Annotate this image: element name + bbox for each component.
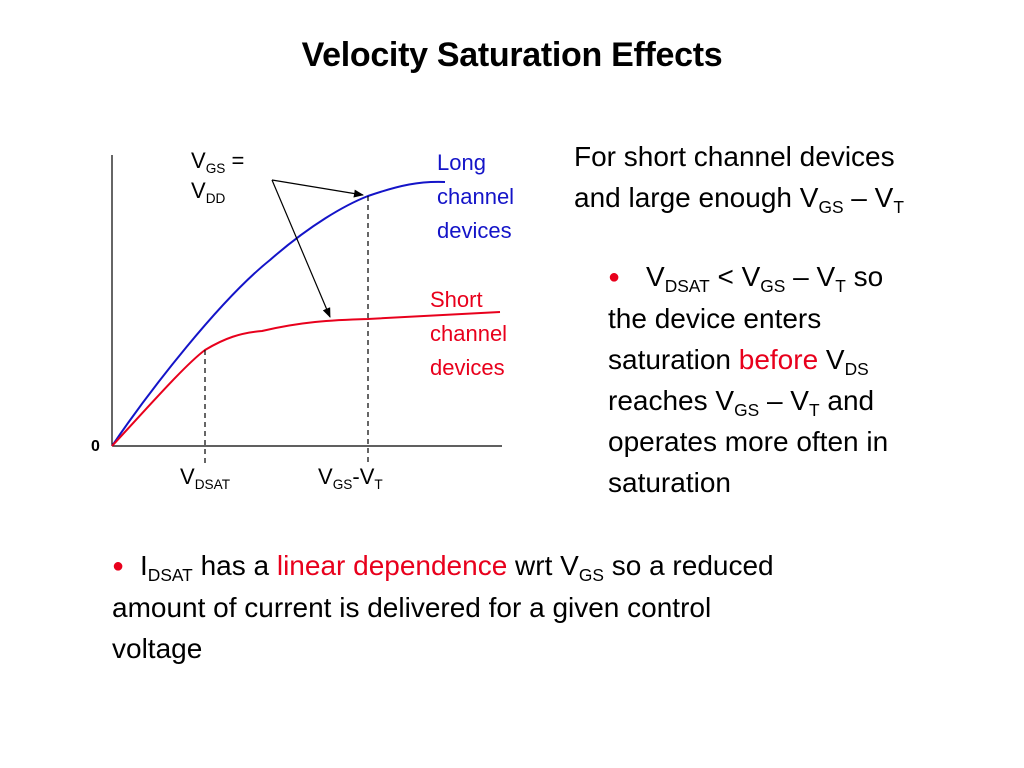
arrow-to-short-curve bbox=[271, 179, 331, 318]
long-channel-curve bbox=[111, 180, 446, 447]
highlight-before: before bbox=[738, 344, 819, 375]
intro-text: For short channel devices and large enou… bbox=[574, 141, 904, 218]
long-channel-label: Long channel devices bbox=[437, 150, 515, 243]
short-channel-label: Short channel devices bbox=[430, 287, 508, 380]
vdsat-label: VDSAT bbox=[180, 464, 231, 492]
slide-title: Velocity Saturation Effects bbox=[301, 36, 723, 74]
bullet-icon: ● bbox=[112, 555, 125, 577]
vgs-minus-vt-label: VGS-VT bbox=[318, 464, 383, 492]
vgs-vdd-label: VGS = VDD bbox=[191, 148, 245, 206]
bullet-vdsat-text: ● VDSAT < VGS – VT so the device enters s… bbox=[608, 256, 888, 503]
bullet-idsat-text: ● IDSAT has a linear dependence wrt VGS s… bbox=[112, 545, 774, 669]
arrow-to-long-curve bbox=[271, 179, 364, 198]
bullet-icon: ● bbox=[608, 266, 621, 288]
origin-label: 0 bbox=[91, 438, 100, 455]
short-channel-curve bbox=[111, 311, 501, 447]
highlight-linear-dependence: linear dependence bbox=[276, 550, 508, 581]
